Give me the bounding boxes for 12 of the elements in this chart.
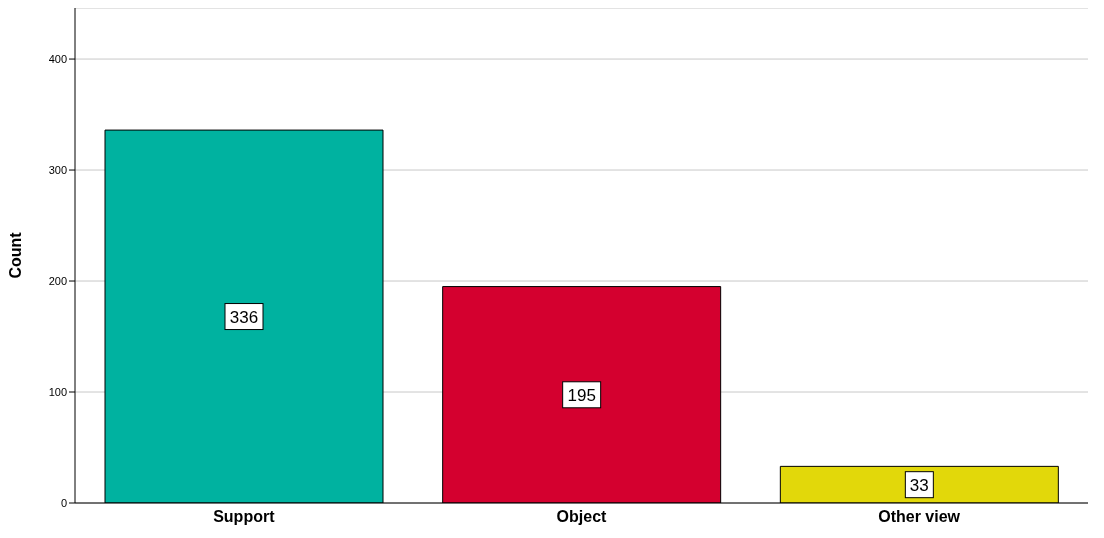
data-label: 336 xyxy=(229,307,259,327)
y-tick-label: 0 xyxy=(60,496,67,509)
x-tick-label: Object xyxy=(556,508,608,526)
y-tick-label: 400 xyxy=(48,52,67,65)
data-label: 195 xyxy=(567,385,596,405)
x-tick-label: Support xyxy=(213,508,276,526)
data-label: 33 xyxy=(909,475,929,495)
y-tick-label: 100 xyxy=(48,385,67,398)
x-tick-label: Other view xyxy=(878,508,961,526)
y-tick-label: 200 xyxy=(48,274,67,287)
y-tick-label: 300 xyxy=(48,163,67,176)
y-axis-title: Count xyxy=(6,231,24,279)
